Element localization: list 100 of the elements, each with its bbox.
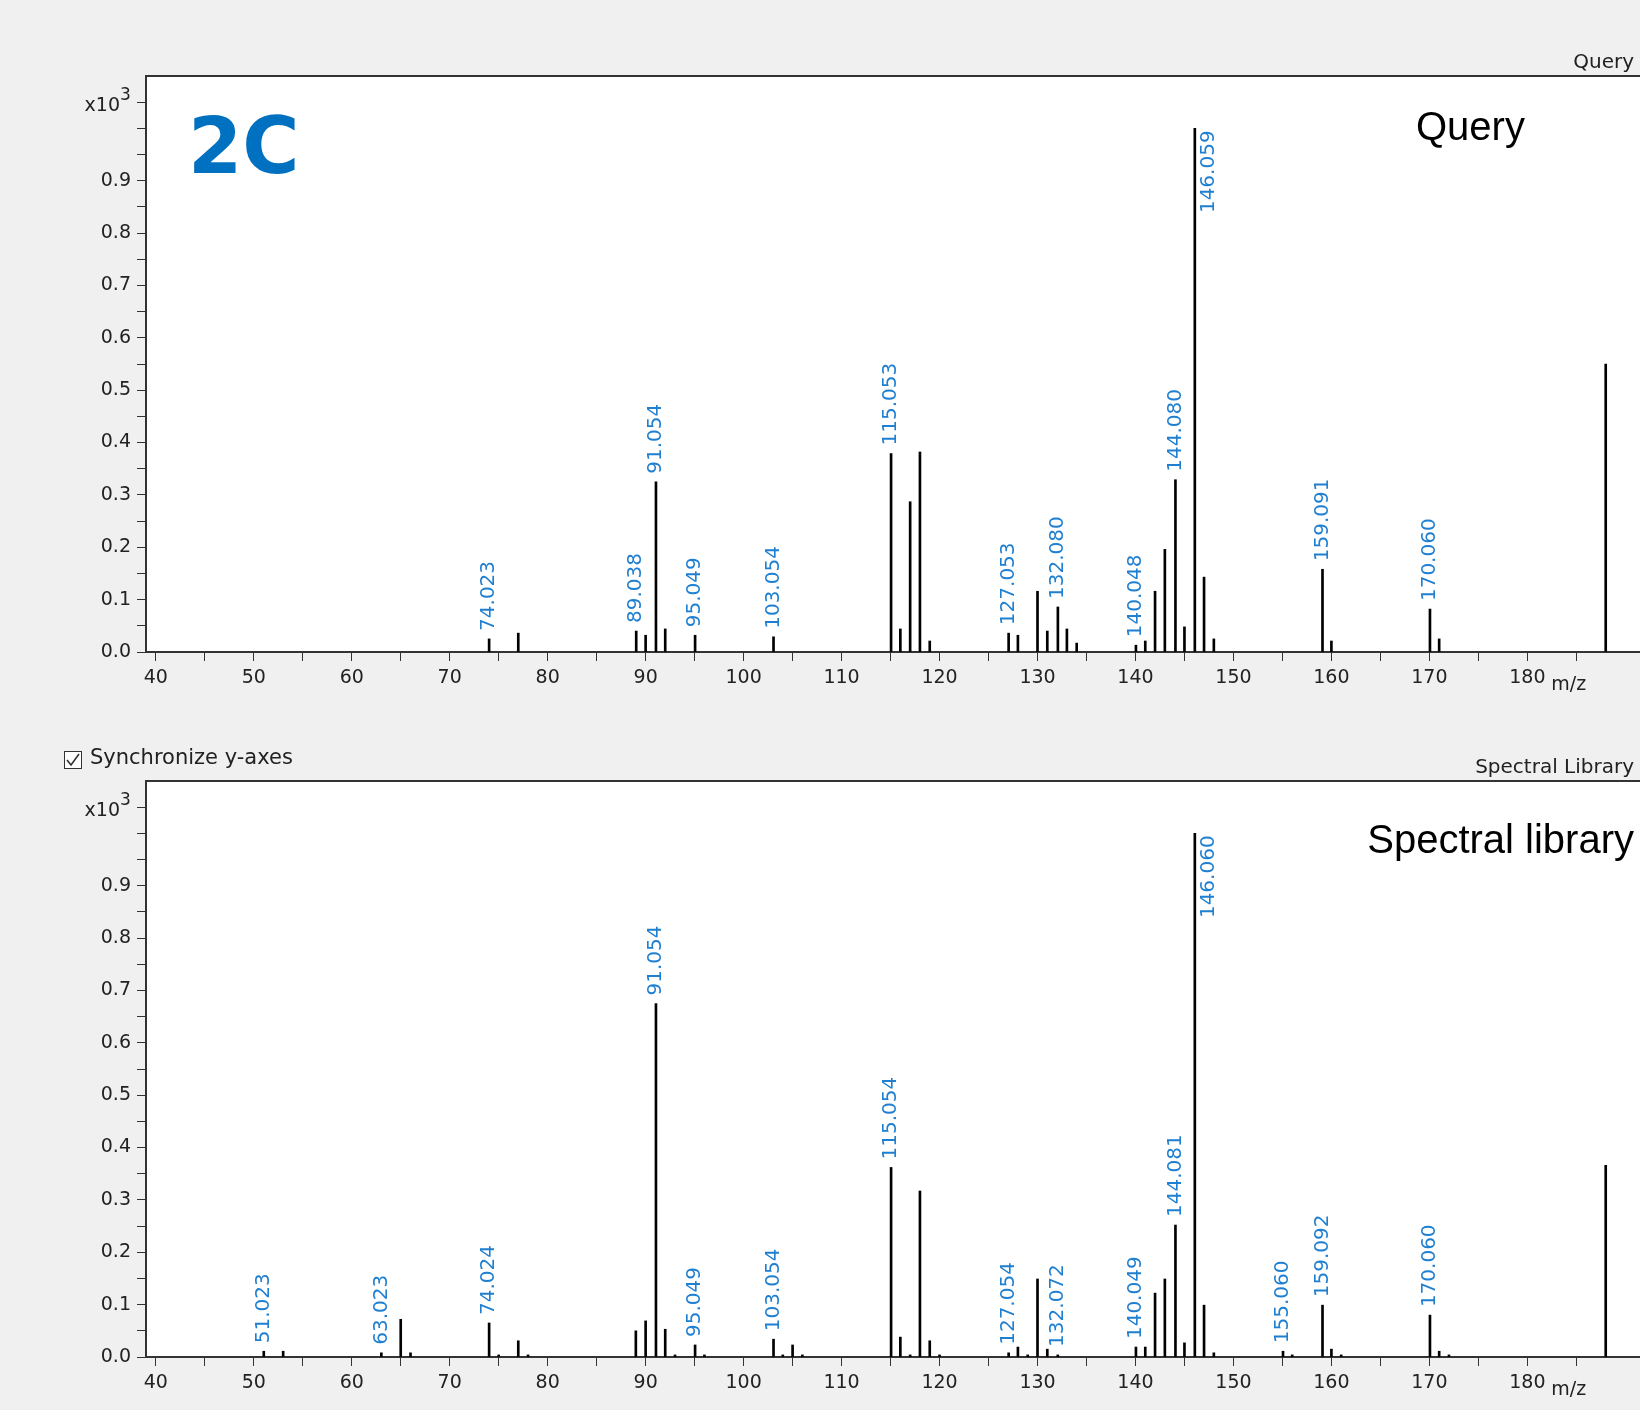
- bar: [399, 1318, 403, 1357]
- annotation: 140.048: [1122, 554, 1147, 638]
- bar: [1174, 1224, 1177, 1357]
- x-tick-label: 40: [143, 665, 168, 688]
- bar: [1321, 1304, 1324, 1357]
- annotation: 74.023: [475, 560, 500, 631]
- y-tick-label: 0.2: [100, 534, 131, 557]
- x-tick-label: 100: [725, 665, 762, 688]
- y-tick-label: 0.0: [100, 1343, 131, 1366]
- text: Synchronize y-axes: [90, 745, 293, 769]
- y-tick-label: 0.6: [100, 324, 131, 347]
- x-axis-title: m/z: [1551, 1376, 1587, 1399]
- annotation: 170.060: [1416, 1224, 1441, 1308]
- bar: [772, 636, 775, 652]
- x-tick-label: 90: [633, 665, 658, 688]
- x-tick-label: 70: [437, 665, 462, 688]
- bar: [1321, 568, 1324, 652]
- bar: [634, 630, 638, 652]
- annotation: 115.053: [877, 362, 902, 446]
- y-tick-label: 0.2: [100, 1239, 131, 1262]
- annotation: 170.060: [1416, 518, 1441, 602]
- annotation: 74.024: [475, 1244, 500, 1315]
- bar: [1036, 590, 1039, 652]
- annotation: 103.054: [759, 1248, 784, 1332]
- x-tick-label: 50: [241, 665, 266, 688]
- bar: [772, 1338, 775, 1357]
- x-tick-label: 50: [241, 1370, 266, 1393]
- bar: [1604, 1165, 1608, 1357]
- bar: [1330, 640, 1333, 652]
- y-tick-label: 0.8: [100, 925, 131, 948]
- y-tick-label: 0.3: [100, 1186, 131, 1209]
- x-tick-label: 140: [1117, 665, 1154, 688]
- x-tick-label: 180: [1509, 665, 1546, 688]
- x-tick-label: 150: [1215, 1370, 1252, 1393]
- y-tick-label: 0.4: [100, 429, 131, 452]
- x-tick-label: 120: [921, 665, 958, 688]
- annotation: 132.072: [1044, 1264, 1068, 1347]
- annotation: 159.091: [1308, 478, 1333, 562]
- annotation: 155.060: [1269, 1260, 1294, 1344]
- bar: [1045, 1348, 1049, 1357]
- x-tick-label: 170: [1411, 1370, 1448, 1393]
- bar: [1075, 642, 1079, 652]
- x-tick-label: 90: [633, 1370, 658, 1393]
- bar: [644, 634, 647, 652]
- x-tick-label: 160: [1313, 665, 1350, 688]
- bar: [497, 1354, 501, 1357]
- bar: [262, 1350, 266, 1357]
- annotation: 159.092: [1308, 1214, 1333, 1298]
- annotation: 132.080: [1044, 516, 1069, 599]
- x-axis-title: m/z: [1551, 671, 1587, 694]
- x-tick-label: 170: [1411, 665, 1448, 688]
- bar: [1330, 1348, 1333, 1357]
- annotation: 115.054: [877, 1076, 902, 1160]
- annotation: 91.054: [642, 403, 667, 474]
- bar: [663, 628, 667, 652]
- y-tick-label: 0.7: [100, 977, 131, 1000]
- bar: [1036, 1278, 1039, 1357]
- annotation: 144.080: [1161, 389, 1186, 472]
- annotation: 2C: [188, 101, 300, 191]
- bar: [791, 1344, 794, 1357]
- y-tick-label: 0.0: [100, 638, 131, 661]
- y-tick-label: 0.4: [100, 1134, 131, 1157]
- bar: [516, 632, 520, 652]
- bar: [644, 1320, 647, 1357]
- y-tick-label: 0.6: [100, 1029, 131, 1052]
- x-tick-label: 70: [437, 1370, 462, 1393]
- x-tick-label: 140: [1117, 1370, 1154, 1393]
- bar: [1174, 479, 1177, 652]
- annotation: 95.049: [681, 557, 706, 628]
- y-tick-label: 0.5: [100, 1082, 131, 1105]
- annotation: Query: [1416, 104, 1525, 148]
- annotation: Spectral library: [1367, 817, 1634, 861]
- x-tick-label: 110: [823, 1370, 860, 1393]
- bar: [1143, 640, 1147, 652]
- bar: [380, 1352, 383, 1357]
- annotation: 51.023: [249, 1273, 274, 1344]
- y-tick-label: 0.9: [100, 167, 131, 190]
- y-tick-label: 0.9: [100, 872, 131, 895]
- bar: [1604, 363, 1608, 652]
- bar: [1183, 626, 1186, 652]
- bar: [1183, 1342, 1186, 1357]
- y-tick-label: 0.7: [100, 272, 131, 295]
- y-tick-label: 0.1: [100, 1291, 131, 1314]
- bar: [928, 640, 932, 652]
- x-tick-label: 80: [535, 1370, 560, 1393]
- x-tick-label: 40: [143, 1370, 168, 1393]
- x-tick-label: 100: [725, 1370, 762, 1393]
- annotation: 95.049: [681, 1266, 706, 1337]
- bar: [1290, 1354, 1294, 1357]
- annotation: 63.023: [367, 1274, 392, 1345]
- bar: [801, 1354, 804, 1357]
- bar: [1339, 1354, 1343, 1357]
- annotation: 146.060: [1195, 835, 1220, 919]
- bar: [1007, 1352, 1010, 1357]
- annotation: 146.059: [1195, 130, 1220, 214]
- bar: [781, 1354, 785, 1357]
- y-tick-label: 0.1: [100, 586, 131, 609]
- bar: [1056, 1354, 1060, 1357]
- annotation: 91.054: [642, 925, 667, 996]
- x-tick-label: 120: [921, 1370, 958, 1393]
